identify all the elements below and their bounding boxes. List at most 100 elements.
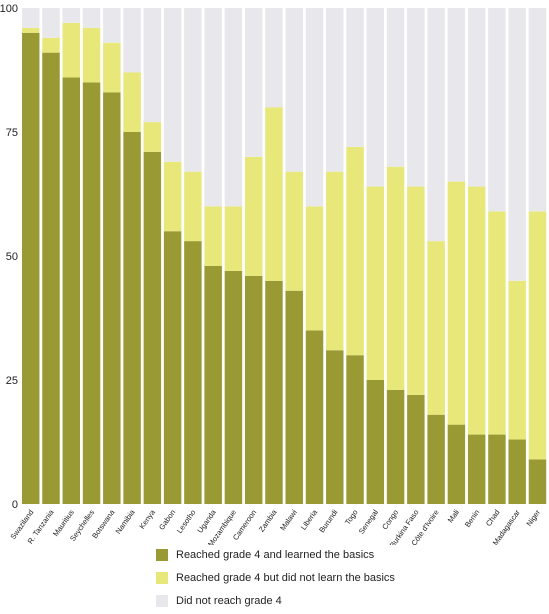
bar-mozambique-learned — [224, 270, 243, 504]
x-tick-label-liberia: Liberia — [299, 507, 320, 531]
bar-u-r-tanzania-not-reached — [42, 8, 60, 38]
bar-namibia-not-learned — [123, 72, 141, 132]
bar-congo-not-learned — [386, 166, 405, 390]
legend-label-learned: Reached grade 4 and learned the basics — [176, 549, 375, 561]
bar-senegal-not-reached — [366, 8, 385, 187]
bar-seychelles-not-learned — [82, 27, 101, 83]
bar-u-r-tanzania-not-learned — [42, 37, 60, 53]
x-tick-label-senegal: Senegal — [357, 508, 380, 536]
bar-lesotho-not-learned — [184, 171, 202, 242]
bar-chad-not-reached — [488, 8, 506, 212]
bar-benin-not-learned — [467, 186, 486, 435]
bar-cote-d-ivoire-learned — [427, 414, 445, 504]
bar-benin-not-reached — [467, 8, 486, 187]
x-tick-label-burundi: Burundi — [317, 508, 339, 535]
bar-namibia-not-reached — [123, 8, 141, 73]
bar-namibia-learned — [123, 132, 141, 504]
bar-kenya-not-reached — [143, 8, 162, 123]
bar-botswana-not-reached — [103, 8, 121, 43]
bar-seychelles-learned — [82, 82, 101, 505]
bar-swaziland-not-learned — [22, 27, 40, 33]
legend: Reached grade 4 and learned the basics R… — [156, 545, 395, 614]
x-tick-label-niger: Niger — [524, 508, 542, 528]
bar-burkina-faso-not-reached — [407, 8, 425, 187]
legend-item-learned: Reached grade 4 and learned the basics — [156, 545, 395, 565]
x-tick-label-namibia: Namibia — [114, 507, 138, 535]
bar-congo-not-reached — [386, 8, 405, 167]
bar-togo-not-learned — [346, 146, 364, 356]
x-tick-label-benin: Benin — [463, 508, 481, 529]
bar-lesotho-learned — [184, 241, 202, 504]
bar-cote-d-ivoire-not-learned — [427, 241, 445, 415]
bar-senegal-not-learned — [366, 186, 385, 380]
bar-lesotho-not-reached — [184, 8, 202, 172]
bar-malawi-not-reached — [285, 8, 303, 172]
legend-item-not-learned: Reached grade 4 but did not learn the ba… — [156, 568, 395, 588]
x-tick-label-lesotho: Lesotho — [175, 508, 198, 535]
bar-swaziland-learned — [22, 32, 40, 505]
bar-mali-not-learned — [447, 181, 466, 425]
bar-madagascar-not-reached — [508, 8, 526, 281]
bar-niger-not-learned — [528, 211, 547, 460]
bar-kenya-learned — [143, 151, 162, 504]
legend-label-not-reached: Did not reach grade 4 — [176, 595, 282, 607]
bar-swaziland-not-reached — [22, 8, 40, 28]
bar-cameroon-learned — [244, 275, 263, 504]
x-tick-label-kenya: Kenya — [137, 507, 157, 530]
bar-zambia-not-learned — [265, 107, 283, 281]
x-tick-label-togo: Togo — [343, 508, 360, 526]
bar-mozambique-not-learned — [224, 206, 243, 271]
legend-item-not-reached: Did not reach grade 4 — [156, 591, 395, 611]
bar-burkina-faso-not-learned — [407, 186, 425, 395]
bar-niger-not-reached — [528, 8, 547, 212]
y-tick-label-100: 100 — [0, 3, 18, 15]
x-tick-label-mali: Mali — [446, 508, 461, 525]
bar-liberia-not-learned — [305, 206, 324, 331]
bar-mozambique-not-reached — [224, 8, 243, 207]
y-tick-label-25: 25 — [6, 375, 18, 387]
bar-zambia-learned — [265, 280, 283, 504]
x-tick-label-gabon: Gabon — [157, 508, 177, 532]
y-tick-label-50: 50 — [6, 251, 18, 263]
bar-niger-learned — [528, 459, 547, 504]
bars-group — [22, 8, 547, 505]
bar-mauritius-learned — [62, 77, 81, 504]
bar-botswana-learned — [103, 92, 121, 504]
bar-cameroon-not-reached — [244, 8, 263, 157]
legend-swatch-learned — [156, 549, 168, 561]
bar-liberia-not-reached — [305, 8, 324, 207]
bar-kenya-not-learned — [143, 122, 162, 152]
bar-burundi-not-learned — [326, 171, 344, 351]
bar-gabon-learned — [163, 231, 182, 504]
bar-uganda-not-learned — [204, 206, 222, 266]
bar-mali-not-reached — [447, 8, 466, 182]
legend-label-not-learned: Reached grade 4 but did not learn the ba… — [176, 572, 395, 584]
bar-botswana-not-learned — [103, 42, 121, 93]
bar-madagascar-learned — [508, 439, 526, 504]
bar-chad-not-learned — [488, 211, 506, 435]
bar-burundi-learned — [326, 350, 344, 504]
y-tick-label-75: 75 — [6, 127, 18, 139]
bar-madagascar-not-learned — [508, 280, 526, 440]
bar-liberia-learned — [305, 330, 324, 504]
x-tick-label-chad: Chad — [484, 508, 502, 528]
bar-malawi-not-learned — [285, 171, 303, 291]
bar-burkina-faso-learned — [407, 394, 425, 504]
y-axis-ticks: 0 25 50 75 100 — [0, 3, 18, 511]
bar-cote-d-ivoire-not-reached — [427, 8, 445, 242]
bar-chad-learned — [488, 434, 506, 504]
x-tick-label-malawi: Malawi — [278, 508, 299, 533]
bar-cameroon-not-learned — [244, 156, 263, 276]
bar-togo-not-reached — [346, 8, 364, 147]
bar-uganda-not-reached — [204, 8, 222, 207]
bar-burundi-not-reached — [326, 8, 344, 172]
bar-senegal-learned — [366, 380, 385, 504]
legend-swatch-not-reached — [156, 595, 168, 607]
bar-mali-learned — [447, 424, 466, 504]
bar-mauritius-not-learned — [62, 22, 81, 78]
y-tick-label-0: 0 — [12, 499, 18, 511]
bar-zambia-not-reached — [265, 8, 283, 108]
bar-u-r-tanzania-learned — [42, 52, 60, 504]
